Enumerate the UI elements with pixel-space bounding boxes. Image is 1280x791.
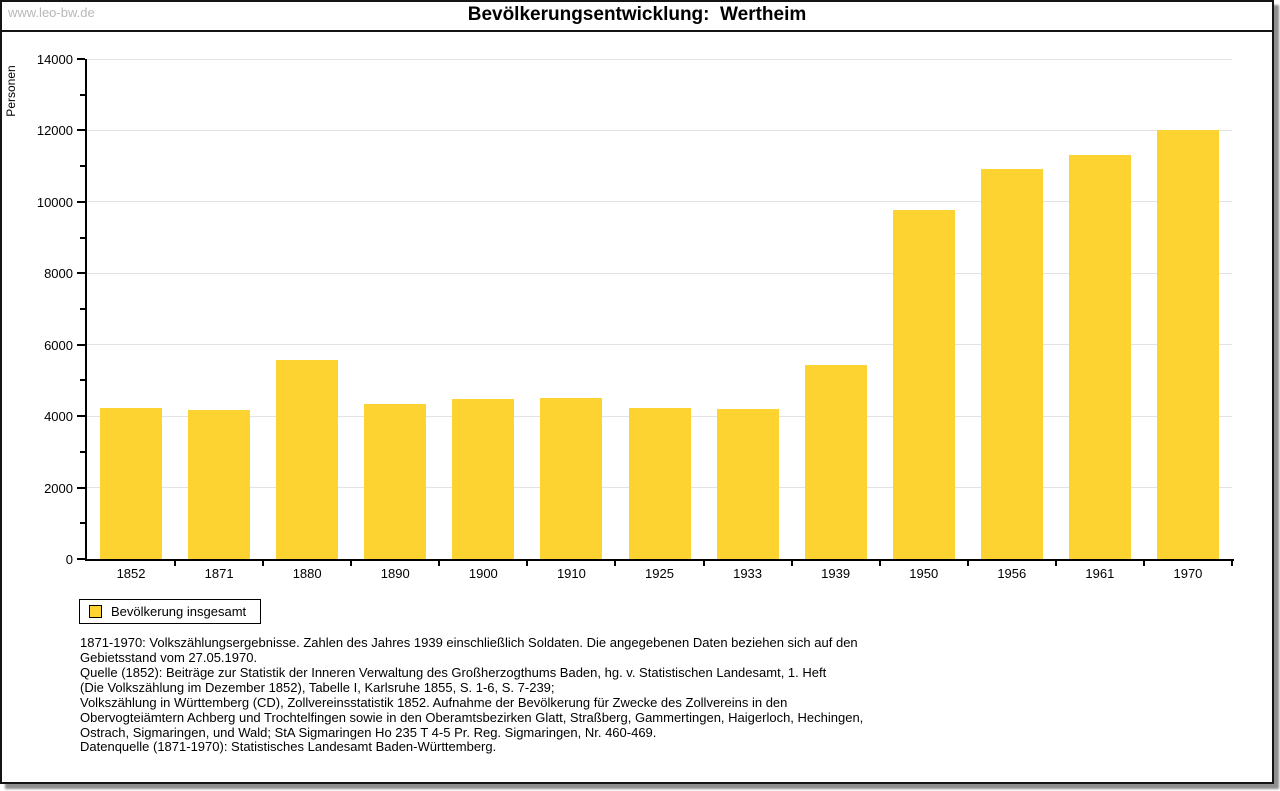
x-axis-line (85, 559, 1234, 561)
y-axis-tick-minor (80, 236, 85, 239)
legend-label: Bevölkerung insgesamt (111, 604, 247, 619)
y-axis-tick-label: 10000 (36, 194, 73, 210)
y-axis-tick-label: 12000 (36, 123, 73, 139)
x-axis-category-label: 1961 (1085, 566, 1115, 581)
x-axis-tick (174, 561, 177, 566)
y-axis-tick-label: 0 (65, 552, 73, 567)
bar-1871 (188, 410, 251, 559)
x-axis-category-label: 1925 (645, 566, 674, 581)
x-axis-category-label: 1970 (1173, 566, 1203, 581)
x-axis-tick (1054, 561, 1057, 566)
x-axis-category-label: 1900 (468, 566, 498, 581)
x-axis-category-label: 1939 (821, 566, 851, 581)
x-axis-tick (1231, 561, 1233, 566)
x-axis-tick (262, 561, 265, 566)
y-axis-tick-label: 2000 (44, 480, 73, 496)
bar-1925 (628, 407, 691, 559)
bar-1900 (452, 398, 515, 559)
bar-1910 (540, 397, 603, 559)
bar-1950 (892, 210, 955, 559)
bar-1890 (364, 403, 427, 559)
y-axis-tick-minor (80, 379, 85, 382)
x-axis-tick (526, 561, 529, 566)
y-axis-tick (77, 129, 85, 132)
source-notes: 1871-1970: Volkszählungsergebnisse. Zahl… (80, 635, 864, 740)
y-axis-tick-minor (80, 522, 85, 525)
x-axis-tick (438, 561, 441, 566)
x-axis-tick (1142, 561, 1145, 566)
bar-1961 (1068, 155, 1131, 559)
x-axis-category-label: 1956 (997, 566, 1027, 581)
y-axis-tick (77, 343, 85, 346)
header-divider (2, 30, 1272, 32)
y-axis-tick-minor (80, 165, 85, 168)
y-axis-tick (77, 272, 85, 275)
y-axis-tick-minor (80, 308, 85, 310)
x-axis-tick (966, 561, 969, 566)
y-axis-tick (77, 486, 85, 489)
gridline (85, 58, 1232, 60)
y-axis-tick-label: 8000 (44, 266, 73, 282)
gridline (85, 201, 1232, 203)
y-axis-tick-label: 14000 (36, 52, 73, 67)
x-axis-tick (878, 561, 881, 566)
y-axis-tick-minor (80, 93, 85, 96)
y-axis-line (85, 59, 87, 561)
legend: Bevölkerung insgesamt (79, 599, 262, 624)
data-source-note: Datenquelle (1871-1970): Statistisches L… (80, 739, 497, 754)
x-axis-category-label: 1910 (556, 566, 586, 581)
x-axis-tick (350, 561, 353, 566)
y-axis-tick (77, 415, 85, 418)
y-axis-tick-minor (80, 450, 85, 453)
site-watermark: www.leo-bw.de (8, 5, 95, 20)
legend-swatch (89, 605, 102, 618)
x-axis-tick (614, 561, 617, 566)
x-axis-category-label: 1933 (733, 566, 763, 581)
x-axis-tick (790, 561, 793, 566)
y-axis-tick (77, 200, 85, 203)
bar-1852 (100, 407, 163, 559)
y-axis-tick (77, 58, 85, 60)
x-axis-category-label: 1852 (116, 566, 146, 581)
gridline (85, 129, 1232, 131)
bar-1880 (276, 359, 339, 559)
chart-title: Bevölkerungsentwicklung: Wertheim (467, 4, 807, 25)
x-axis-category-label: 1890 (380, 566, 410, 581)
gridline (85, 344, 1232, 346)
gridline (85, 272, 1232, 274)
bar-1956 (980, 168, 1043, 559)
bar-1970 (1156, 129, 1219, 559)
y-axis-tick-label: 4000 (44, 409, 73, 425)
x-axis-tick (702, 561, 705, 566)
x-axis-category-label: 1950 (909, 566, 939, 581)
x-axis-category-label: 1880 (292, 566, 322, 581)
y-axis-tick-label: 6000 (44, 337, 73, 353)
bar-1939 (804, 365, 867, 559)
x-axis-category-label: 1871 (204, 566, 234, 581)
y-axis-tick (77, 558, 85, 560)
bar-1933 (716, 409, 779, 559)
